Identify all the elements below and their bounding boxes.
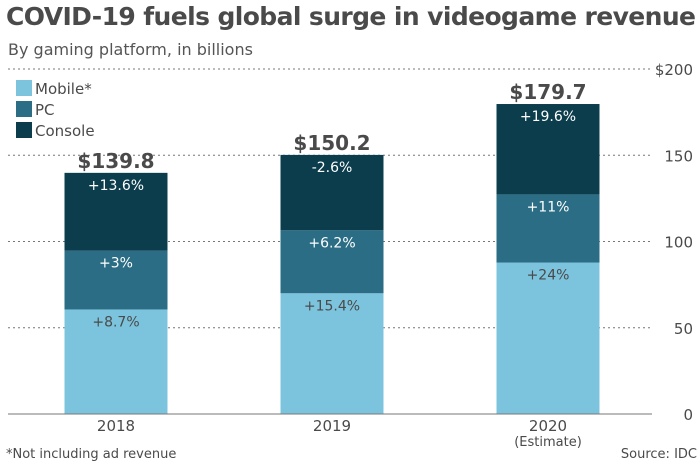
chart-subtitle: By gaming platform, in billions (8, 40, 253, 59)
bar-segment-console (280, 154, 384, 231)
segment-change-label: +19.6% (520, 109, 576, 125)
y-tick-label: 50 (674, 320, 693, 338)
segment-change-label: +13.6% (88, 178, 144, 194)
y-tick-label: 150 (664, 147, 693, 165)
x-tick-label: 2020 (529, 417, 567, 435)
bar-segment-pc (496, 194, 600, 263)
bar-segment-mobile (496, 262, 600, 414)
bar-total-label: $179.7 (509, 80, 586, 104)
bar-segment-pc (64, 250, 168, 310)
segment-change-label: +24% (527, 268, 570, 284)
legend-swatch (16, 101, 32, 117)
bar-segment-pc (280, 230, 384, 294)
bar-segment-mobile (64, 309, 168, 414)
bar-segment-mobile (280, 293, 384, 414)
segment-change-label: +8.7% (92, 314, 139, 330)
x-tick-label: 2018 (97, 417, 135, 435)
x-tick-label: 2019 (313, 417, 351, 435)
source-note: Source: IDC (621, 447, 697, 462)
y-tick-label: $200 (655, 61, 693, 79)
x-tick-sublabel: (Estimate) (514, 435, 582, 450)
legend-swatch (16, 80, 32, 96)
footnote: *Not including ad revenue (6, 447, 176, 462)
bar-total-label: $139.8 (77, 149, 154, 173)
segment-change-label: +6.2% (308, 235, 355, 251)
legend-label: PC (35, 101, 55, 119)
y-tick-label: 0 (683, 406, 693, 424)
bar-total-label: $150.2 (293, 131, 370, 155)
chart-title: COVID-19 fuels global surge in videogame… (6, 2, 696, 31)
legend-label: Mobile* (35, 80, 92, 98)
bar-segment-console (64, 172, 168, 251)
segment-change-label: +3% (99, 256, 133, 272)
legend-swatch (16, 122, 32, 138)
segment-change-label: -2.6% (312, 160, 353, 176)
bar-segment-console (496, 104, 600, 195)
segment-change-label: +11% (527, 199, 570, 215)
y-tick-label: 100 (664, 234, 693, 252)
segment-change-label: +15.4% (304, 298, 360, 314)
legend-label: Console (35, 122, 95, 140)
